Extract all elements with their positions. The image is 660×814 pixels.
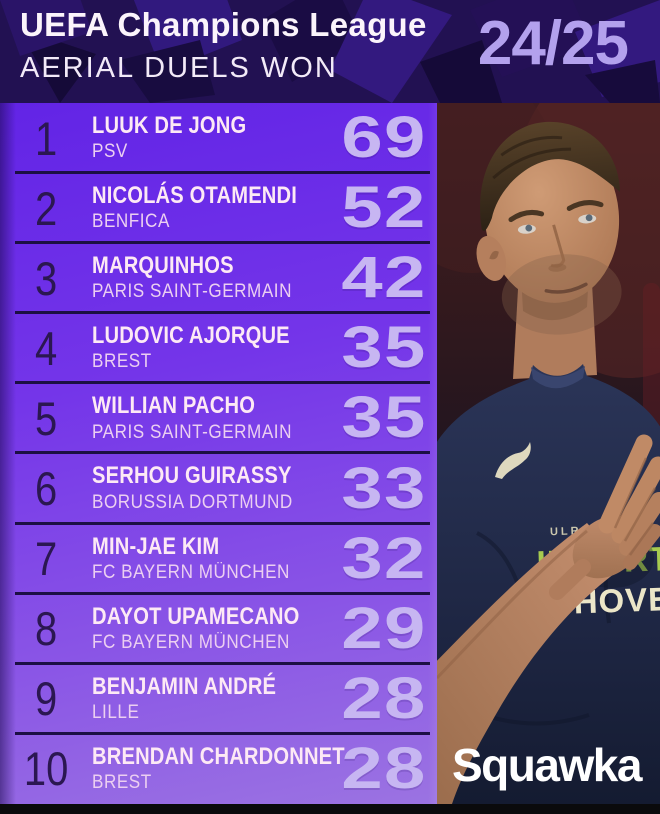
player-hair	[480, 121, 620, 231]
team-name: BORUSSIA DORTMUND	[92, 491, 293, 513]
footer-bar	[0, 804, 660, 814]
player-info: DAYOT UPAMECANO FC BAYERN MÜNCHEN	[92, 602, 360, 654]
player-finger	[619, 492, 660, 556]
player-info: LUUK DE JONG PSV	[92, 113, 360, 163]
player-name: BENJAMIN ANDRÉ	[92, 672, 277, 700]
rank-text: 8	[34, 602, 58, 656]
team-name: PARIS SAINT-GERMAIN	[92, 421, 292, 443]
player-name: LUUK DE JONG	[92, 111, 247, 139]
player-info: NICOLÁS OTAMENDI BENFICA	[92, 183, 360, 233]
rank-label: 3	[0, 255, 92, 302]
puma-logo-icon	[495, 442, 531, 479]
rank-text: 3	[34, 251, 58, 305]
team-name: PARIS SAINT-GERMAIN	[92, 281, 292, 303]
player-eyebrow	[566, 200, 604, 211]
player-name: DAYOT UPAMECANO	[92, 602, 300, 630]
header: UEFA Champions League AERIAL DUELS WON 2…	[0, 0, 660, 103]
player-name: MIN-JAE KIM	[92, 532, 220, 560]
table-row: 10 BRENDAN CHARDONNET BREST 28	[0, 734, 437, 804]
table-row: 6 SERHOU GUIRASSY BORUSSIA DORTMUND 33	[0, 453, 437, 525]
squawka-logo: Squawka	[452, 739, 642, 791]
rank-label: 8	[0, 605, 92, 652]
page-subtitle: AERIAL DUELS WON	[20, 52, 338, 84]
player-info: WILLIAN PACHO PARIS SAINT-GERMAIN	[92, 393, 360, 443]
rank-label: 6	[0, 465, 92, 512]
player-info: SERHOU GUIRASSY BORUSSIA DORTMUND	[92, 463, 360, 513]
rank-label: 2	[0, 185, 92, 232]
table-row: 4 LUDOVIC AJORQUE BREST 35	[0, 313, 437, 385]
player-name: LUDOVIC AJORQUE	[92, 322, 290, 350]
table-row: 8 DAYOT UPAMECANO FC BAYERN MÜNCHEN 29	[0, 594, 437, 665]
rank-label: 10	[0, 745, 92, 792]
player-name: NICOLÁS OTAMENDI	[92, 182, 298, 210]
player-name: WILLIAN PACHO	[92, 392, 256, 420]
player-name: BRENDAN CHARDONNET	[92, 742, 345, 770]
player-photo-illustration: ULREGIO INPORT NDHOVEN	[437, 103, 660, 804]
rank-label: 4	[0, 325, 92, 372]
player-info: BENJAMIN ANDRÉ LILLE	[92, 674, 360, 724]
stat-value: 69	[341, 105, 427, 171]
season-badge: 24/25	[477, 9, 629, 78]
stat-value: 32	[341, 525, 427, 591]
stat-value: 28	[341, 665, 427, 731]
player-finger	[598, 434, 653, 534]
player-info: BRENDAN CHARDONNET BREST	[92, 744, 360, 794]
team-name: LILLE	[92, 701, 140, 723]
rank-label: 7	[0, 535, 92, 582]
stat-value: 28	[341, 735, 427, 801]
team-name: FC BAYERN MÜNCHEN	[92, 561, 290, 583]
player-finger	[611, 456, 660, 544]
leaderboard: 1 LUUK DE JONG PSV 69 2 NICOLÁS OTAMENDI…	[0, 103, 437, 804]
player-info: LUDOVIC AJORQUE BREST	[92, 323, 360, 373]
player-name: MARQUINHOS	[92, 252, 234, 280]
rank-text: 2	[34, 181, 58, 235]
table-row: 7 MIN-JAE KIM FC BAYERN MÜNCHEN 32	[0, 524, 437, 595]
table-row: 2 NICOLÁS OTAMENDI BENFICA 52	[0, 173, 437, 245]
player-photo: ULREGIO INPORT NDHOVEN	[437, 103, 660, 804]
player-info: MARQUINHOS PARIS SAINT-GERMAIN	[92, 253, 360, 303]
team-name: PSV	[92, 141, 128, 163]
table-row: 3 MARQUINHOS PARIS SAINT-GERMAIN 42	[0, 243, 437, 315]
team-name: FC BAYERN MÜNCHEN	[92, 631, 290, 653]
stat-value: 35	[341, 315, 427, 381]
player-arm	[437, 434, 660, 804]
rank-text: 10	[23, 742, 69, 796]
team-name: BREST	[92, 772, 152, 794]
table-row: 1 LUUK DE JONG PSV 69	[0, 103, 437, 175]
header-star-pattern	[0, 0, 660, 103]
rank-text: 1	[34, 111, 58, 165]
team-name: BREST	[92, 351, 152, 373]
rank-text: 9	[34, 672, 58, 726]
player-stubble	[501, 254, 622, 335]
player-eyebrow	[508, 209, 545, 223]
table-row: 9 BENJAMIN ANDRÉ LILLE 28	[0, 664, 437, 735]
rank-label: 1	[0, 115, 92, 162]
player-head	[476, 121, 622, 335]
rank-text: 4	[34, 321, 58, 375]
stat-value: 42	[341, 245, 427, 311]
player-thumb	[549, 559, 591, 600]
player-name: SERHOU GUIRASSY	[92, 462, 292, 490]
team-name: BENFICA	[92, 211, 170, 233]
page-title: UEFA Champions League	[20, 6, 427, 43]
rank-text: 6	[34, 462, 58, 516]
table-row: 5 WILLIAN PACHO PARIS SAINT-GERMAIN 35	[0, 383, 437, 455]
stat-value: 33	[341, 455, 427, 521]
stat-value: 35	[341, 385, 427, 451]
rank-text: 7	[34, 532, 58, 586]
player-info: MIN-JAE KIM FC BAYERN MÜNCHEN	[92, 532, 360, 584]
player-mouth	[544, 282, 588, 294]
stat-value: 52	[341, 175, 427, 241]
rank-text: 5	[34, 391, 58, 445]
stat-value: 29	[341, 595, 427, 661]
rank-label: 9	[0, 675, 92, 722]
rank-label: 5	[0, 395, 92, 442]
jersey-collar	[531, 366, 585, 389]
player-finger	[623, 524, 660, 570]
